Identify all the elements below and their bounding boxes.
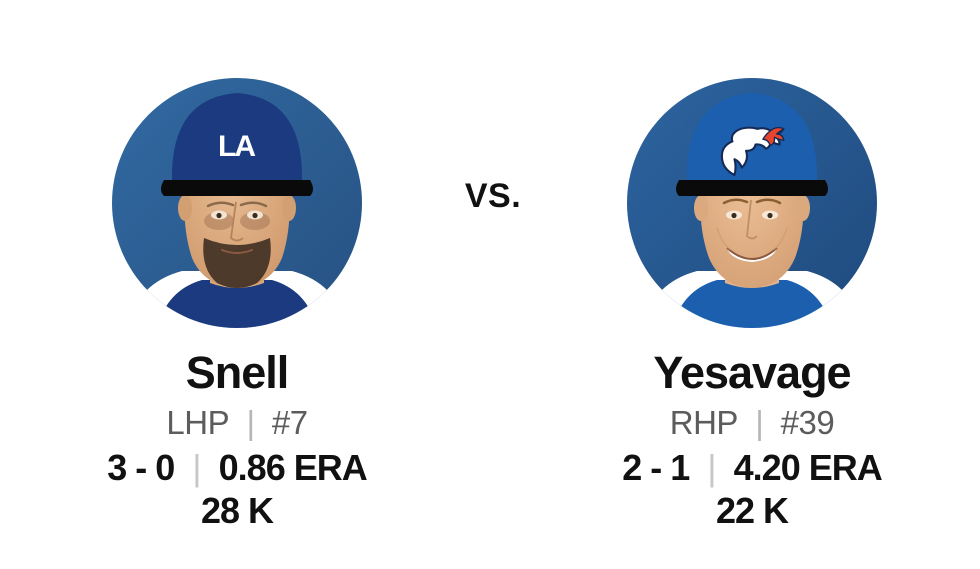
svg-text:LA: LA [218,130,255,163]
